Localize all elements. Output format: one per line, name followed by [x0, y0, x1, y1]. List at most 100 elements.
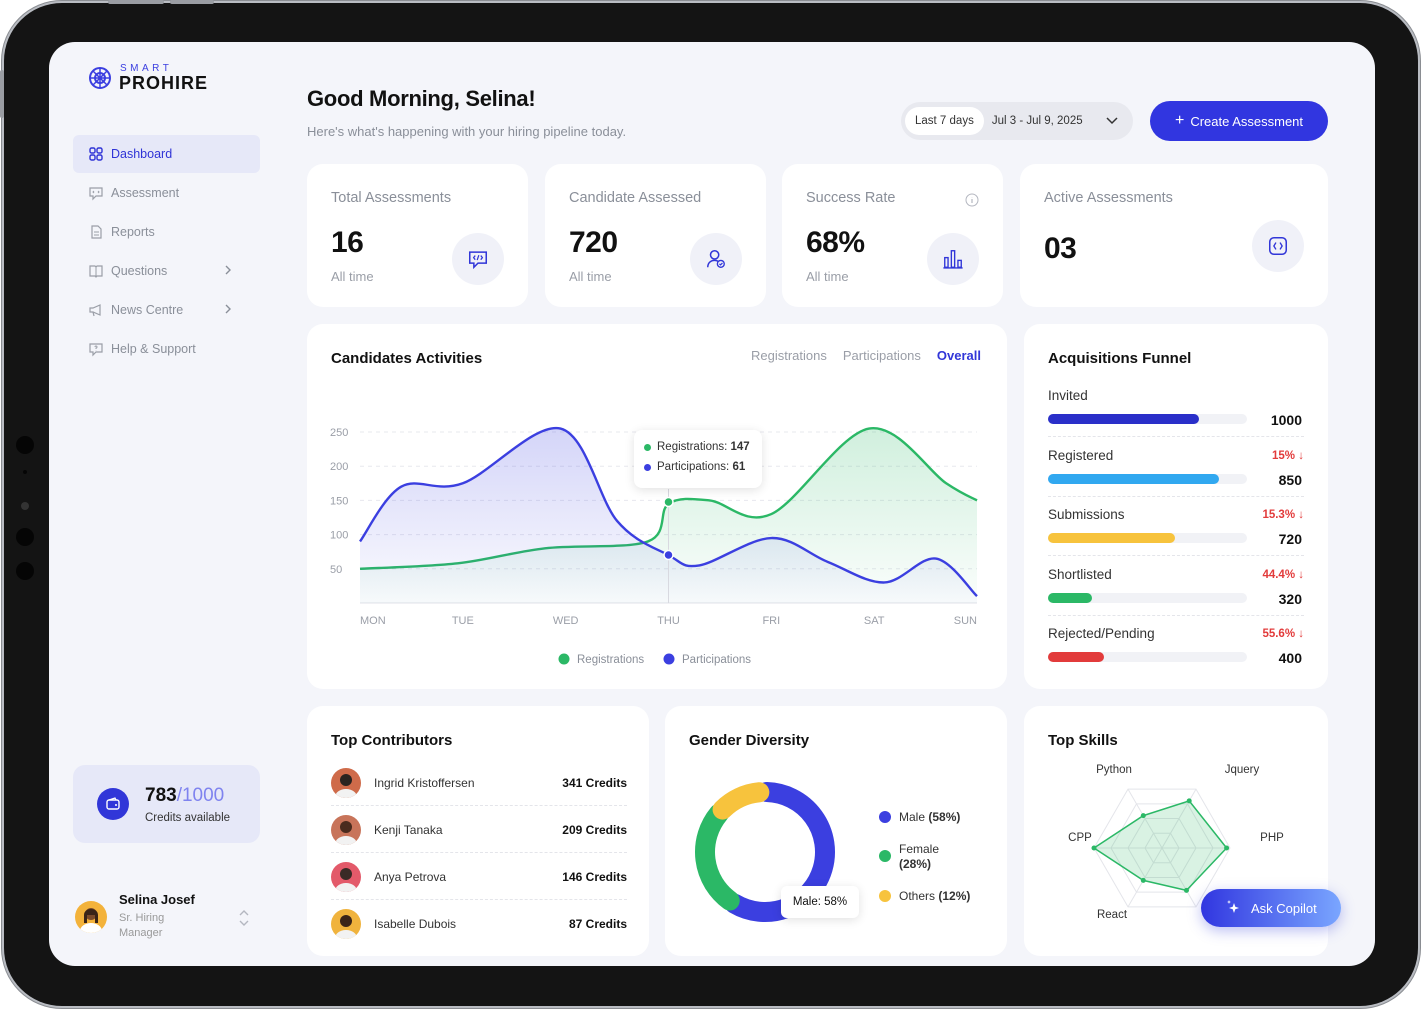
y-tick-label: 200: [330, 461, 348, 473]
date-range-picker[interactable]: Last 7 days Jul 3 - Jul 9, 2025: [901, 102, 1133, 140]
funnel-value: 1000: [1270, 412, 1302, 428]
sidebar-item-help-support[interactable]: Help & Support: [73, 330, 260, 368]
funnel-row: Submissions 15.3% ↓ 720: [1048, 507, 1304, 557]
section-title: Acquisitions Funnel: [1048, 350, 1192, 367]
stat-card-total-assessments[interactable]: Total Assessments 16 All time: [307, 164, 528, 307]
legend-dot: [644, 463, 651, 471]
info-icon[interactable]: [965, 193, 979, 207]
top-skills-card: Top Skills PythonJqueryPHPJavaReactCPP: [1024, 706, 1328, 956]
legend-pct: (58%): [928, 810, 961, 824]
device-volume-button: [108, 0, 164, 4]
stat-card-active-assessments[interactable]: Active Assessments 03: [1020, 164, 1328, 307]
hover-point-registrations[interactable]: [663, 496, 674, 508]
series-line-participations[interactable]: [359, 426, 978, 598]
funnel-pct-value: 44.4%: [1262, 568, 1296, 581]
legend-pct: (28%): [899, 857, 932, 871]
chevron-right-icon[interactable]: [221, 263, 235, 277]
contributor-row[interactable]: Isabelle Dubois 87 Credits: [331, 901, 627, 947]
tooltip-row-participations: Participations: 61: [644, 461, 762, 473]
contributor-row[interactable]: Ingrid Kristoffersen 341 Credits: [331, 760, 627, 806]
sidebar-item-news-centre[interactable]: News Centre: [73, 291, 260, 329]
x-tick-label: WED: [553, 615, 579, 627]
legend-dot: [558, 653, 570, 665]
legend-dot: [644, 443, 651, 451]
sidebar-item-label: Questions: [111, 264, 168, 278]
hover-point-participations[interactable]: [663, 549, 674, 561]
legend-label[interactable]: Registrations: [577, 654, 644, 666]
series-area: [360, 428, 977, 603]
user-profile[interactable]: Selina Josef Sr. Hiring Manager: [75, 892, 255, 946]
legend-item-female: Female (28%): [879, 842, 939, 872]
megaphone-icon: [89, 304, 101, 317]
avatar: [331, 768, 361, 798]
radar-point[interactable]: [1140, 877, 1146, 883]
sidebar-item-questions[interactable]: Questions: [73, 252, 260, 290]
chevron-right-icon[interactable]: [221, 302, 235, 316]
sidebar-item-assessment[interactable]: Assessment: [73, 174, 260, 212]
logo[interactable]: SMART PROHIRE: [87, 64, 208, 92]
y-tick-label: 50: [330, 564, 342, 576]
acquisitions-funnel-card: Acquisitions Funnel Invited 1000 Registere…: [1024, 324, 1328, 689]
sidebar-item-dashboard[interactable]: Dashboard: [73, 135, 260, 173]
ask-copilot-button[interactable]: Ask Copilot: [1201, 889, 1341, 927]
radar-point[interactable]: [1186, 798, 1192, 804]
tab-participations[interactable]: Participations: [842, 348, 921, 363]
legend-label[interactable]: Participations: [682, 654, 751, 666]
contributor-row[interactable]: Anya Petrova 146 Credits: [331, 854, 627, 900]
ask-copilot-label: Ask Copilot: [1251, 900, 1317, 916]
funnel-label: Submissions: [1048, 507, 1125, 522]
gender-diversity-card: Gender Diversity Male: 58% Male (58%) Fe…: [665, 706, 1007, 956]
donut-slice-male[interactable]: [724, 782, 835, 922]
legend-dot: [879, 811, 891, 823]
stat-card-candidate-assessed[interactable]: Candidate Assessed 720 All time: [545, 164, 766, 307]
legend-label: Others: [899, 889, 936, 903]
contributor-credits: 87 Credits: [568, 917, 627, 931]
section-title: Gender Diversity: [689, 732, 810, 749]
sparkle-icon: [1227, 900, 1239, 913]
divider: [331, 899, 627, 900]
funnel-label: Registered: [1048, 447, 1114, 463]
radar-axis-label: React: [1097, 909, 1128, 921]
device-side-button: [0, 70, 4, 118]
tooltip-row-registrations: Registrations: 147: [644, 441, 762, 453]
funnel-drop-pct: 15.3% ↓: [1262, 509, 1304, 521]
sidebar-item-reports[interactable]: Reports: [73, 213, 260, 251]
radar-point[interactable]: [1183, 887, 1189, 893]
funnel-bar-track: [1048, 533, 1247, 543]
range-preset-chip[interactable]: Last 7 days: [905, 107, 984, 135]
funnel-row: Rejected/Pending 55.6% ↓ 400: [1048, 626, 1304, 676]
tab-registrations[interactable]: Registrations: [750, 348, 827, 363]
credits-total: /1000: [176, 784, 225, 806]
avatar: [75, 901, 107, 933]
funnel-bar-track: [1048, 414, 1247, 424]
stat-card-success-rate[interactable]: Success Rate 68% All time: [782, 164, 1003, 307]
y-tick-label: 150: [330, 495, 348, 507]
radar-point[interactable]: [1140, 813, 1146, 819]
donut-slice-female[interactable]: [695, 803, 740, 911]
sidebar-item-label: Dashboard: [111, 147, 173, 161]
credits-card[interactable]: 783/1000 Credits available: [73, 765, 260, 843]
funnel-pct-value: 15.3%: [1262, 509, 1296, 521]
radar-point[interactable]: [1224, 845, 1230, 851]
funnel-pct-value: 15%: [1272, 449, 1296, 462]
legend-dot: [879, 850, 891, 862]
y-tick-label: 100: [330, 530, 348, 542]
user-check-icon: [690, 233, 742, 285]
avatar: [331, 815, 361, 845]
donut-slice-others[interactable]: [712, 782, 770, 820]
funnel-value: 720: [1278, 531, 1302, 547]
chevron-up-down-icon[interactable]: [237, 908, 251, 928]
section-title: Top Contributors: [331, 732, 453, 749]
contributor-row[interactable]: Kenji Tanaka 209 Credits: [331, 807, 627, 853]
contributor-credits: 146 Credits: [562, 870, 627, 884]
grid-icon: [89, 147, 103, 161]
top-contributors-card: Top Contributors Ingrid Kristoffersen 341…: [307, 706, 649, 956]
radar-point[interactable]: [1091, 845, 1097, 851]
tab-overall[interactable]: Overall: [936, 348, 981, 363]
sidebar: SMART PROHIRE Dashboard Assessment Repor…: [49, 42, 285, 966]
bar-chart-icon: [927, 233, 979, 285]
section-title: Candidates Activities: [331, 350, 483, 367]
x-tick-label: THU: [657, 615, 680, 627]
create-assessment-button[interactable]: + Create Assessment: [1150, 101, 1328, 141]
x-tick-label: TUE: [452, 615, 474, 627]
